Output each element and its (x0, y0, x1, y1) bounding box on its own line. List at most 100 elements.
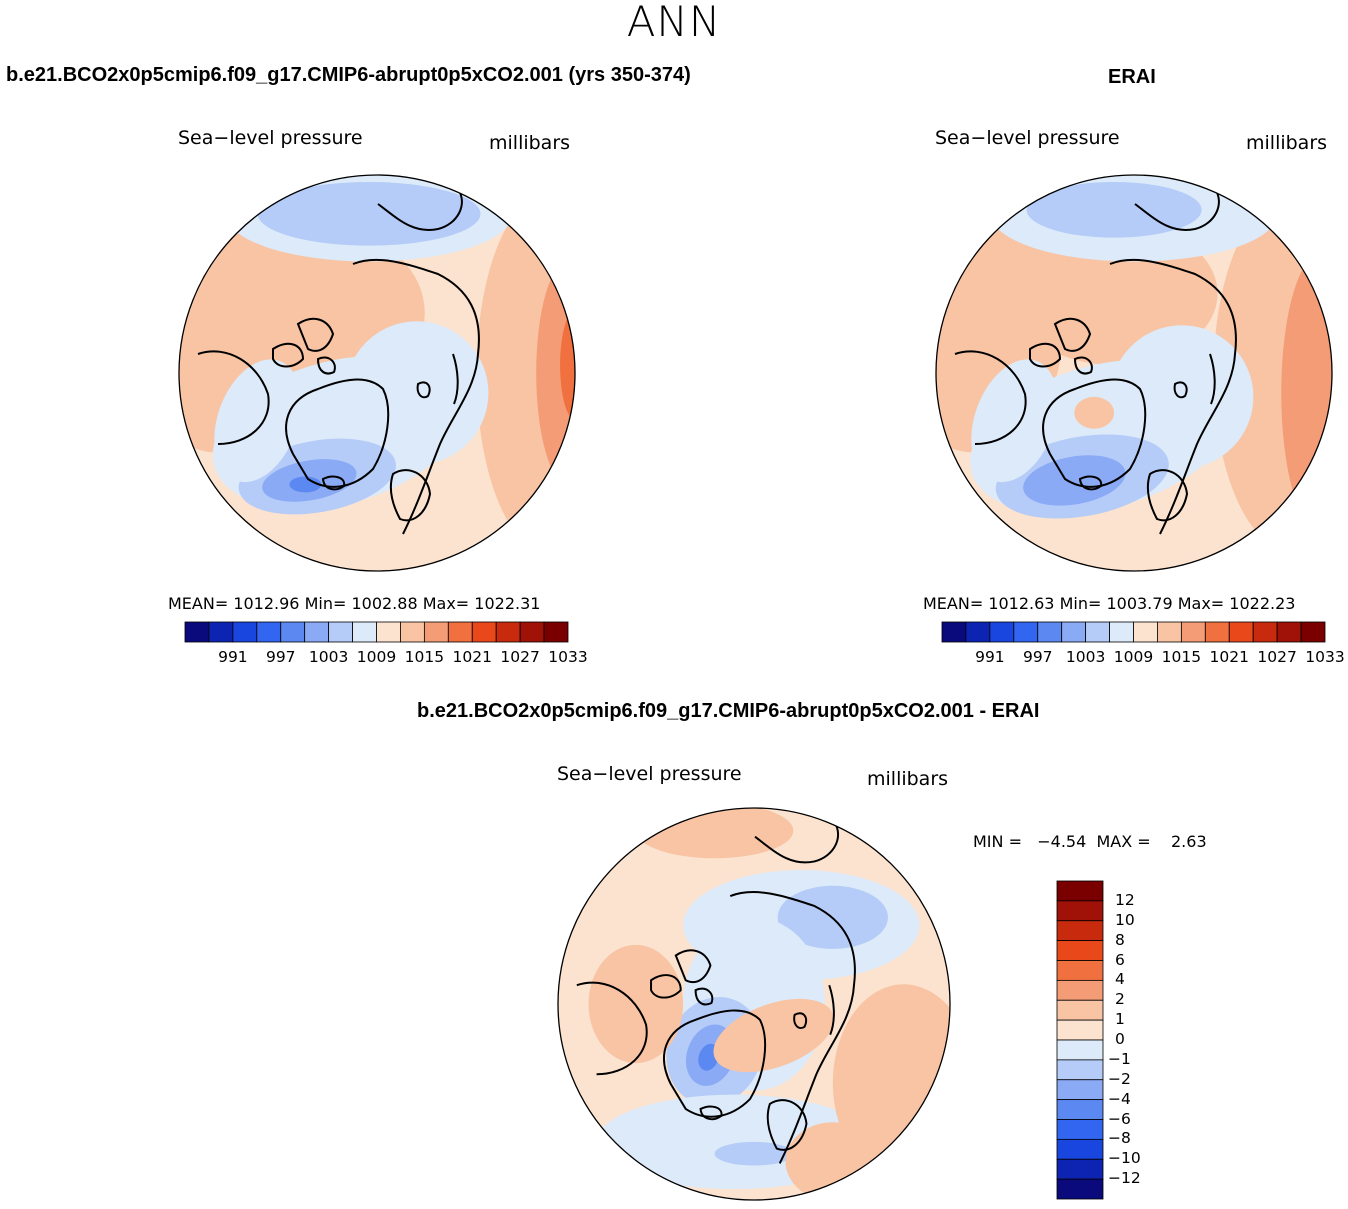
coastline (296, 317, 335, 352)
colorbar-tick-label: 997 (1022, 648, 1053, 666)
colorbar-box (376, 621, 401, 643)
pressure-contour-fill (1023, 455, 1126, 506)
colorbar-tick-label: −8 (1108, 1129, 1131, 1148)
colorbar-box (1276, 621, 1302, 643)
pressure-contour-fill (289, 476, 322, 493)
colorbar-ticks-model: 991 997 1003 1009 1015 1021 1027 1033 (185, 648, 588, 668)
colorbar-box (1037, 621, 1063, 643)
colorbar-tick-label: 1021 (1209, 648, 1249, 666)
colorbar-obs (941, 621, 1326, 643)
colorbar-box (1056, 920, 1104, 942)
colorbar-tick-label: 6 (1115, 950, 1125, 969)
colorbar-tick-label: 0 (1115, 1030, 1125, 1048)
coastline (1042, 378, 1147, 488)
colorbar-box (1056, 900, 1104, 922)
colorbar-tick-label: 1 (1115, 1010, 1125, 1029)
coastline (1134, 188, 1220, 231)
colorbar-box (208, 621, 234, 643)
colorbar-box (280, 621, 306, 643)
coastline (954, 350, 1027, 445)
coastline (699, 1105, 723, 1121)
coastline (674, 949, 712, 984)
colorbar-box (423, 621, 449, 643)
pressure-contour-fill (1281, 253, 1332, 533)
coastline (576, 981, 648, 1076)
colorbar-box (1133, 621, 1158, 643)
diff-min-max: MIN = −4.54 MAX = 2.63 (973, 832, 1207, 851)
map-boundary (178, 174, 576, 572)
colorbar-box (1056, 979, 1104, 1001)
colorbar-tick-label: 1027 (500, 648, 540, 666)
colorbar-tick-label: 1003 (308, 648, 349, 666)
pressure-contour-fill (713, 998, 834, 1073)
colorbar-tick-label: 10 (1115, 910, 1135, 929)
coastline (416, 381, 431, 399)
coastline (1109, 258, 1237, 535)
colorbar-tick-label: 1003 (1065, 648, 1106, 666)
colorbar-box (1056, 1019, 1104, 1041)
coastline (197, 350, 270, 445)
colorbar-tick-label: 1021 (452, 648, 492, 666)
pressure-contour-fill (714, 1141, 794, 1166)
variable-label-obs: Sea−level pressure (935, 127, 1120, 149)
colorbar-box (256, 621, 282, 643)
variable-label-model: Sea−level pressure (178, 127, 363, 149)
colorbar-tick-label: 1015 (404, 648, 445, 666)
colorbar-box (1013, 621, 1039, 643)
map-field (179, 175, 575, 571)
colorbar-ticks-obs: 991 997 1003 1009 1015 1021 1027 1033 (942, 648, 1345, 668)
diff-title: b.e21.BCO2x0p5cmip6.f09_g17.CMIP6-abrupt… (417, 700, 1040, 722)
season-title: ANN (626, 0, 722, 46)
colorbar-ticks-diff: 12 10 8 6 4 2 1 0 −1 −2 −4 −6 −8 −10 −12 (1108, 881, 1168, 1199)
coastline (754, 821, 840, 864)
colorbar-box (1180, 621, 1206, 643)
colorbar-box (1056, 1059, 1104, 1081)
coastline (793, 1012, 808, 1029)
colorbar-box (447, 621, 473, 643)
colorbar-box (400, 621, 425, 643)
colorbar-model (184, 621, 569, 643)
colorbar-box (1056, 1178, 1104, 1200)
colorbar-box (1056, 1039, 1104, 1061)
coastline (1078, 475, 1103, 491)
pressure-contour-fill (257, 181, 481, 246)
pressure-contour-fill (785, 1122, 881, 1200)
coastline (321, 475, 346, 491)
coastline (285, 378, 390, 488)
colorbar-tick-label: −1 (1108, 1049, 1131, 1068)
colorbar-box (471, 621, 497, 643)
polar-map-obs (935, 174, 1333, 572)
colorbar-box (965, 621, 991, 643)
colorbar-box (519, 621, 545, 643)
colorbar-tick-label: −12 (1108, 1169, 1141, 1188)
coastline (766, 1099, 808, 1151)
coastline (694, 987, 714, 1006)
colorbar-box (352, 621, 377, 643)
colorbar-tick-label: 8 (1115, 930, 1125, 949)
colorbar-box (1061, 621, 1087, 643)
colorbar-box (1056, 1138, 1104, 1160)
colorbar-box (941, 621, 967, 643)
coastline (663, 1009, 766, 1118)
colorbar-box (1228, 621, 1254, 643)
colorbar-tick-label: 1027 (1257, 648, 1297, 666)
colorbar-box (184, 621, 210, 643)
pressure-contour-fill (214, 359, 301, 483)
coastline (389, 469, 432, 522)
colorbar-tick-label: 991 (218, 648, 248, 666)
colorbar-tick-label: 1009 (1113, 648, 1154, 666)
coastline (377, 188, 463, 231)
map-boundary (935, 174, 1333, 572)
colorbar-tick-label: 2 (1115, 990, 1125, 1009)
coastline (1209, 353, 1216, 405)
colorbar-box (543, 621, 569, 643)
colorbar-tick-label: 1015 (1161, 648, 1202, 666)
stats-obs: MEAN= 1012.63 Min= 1003.79 Max= 1022.23 (923, 594, 1296, 613)
colorbar-box (232, 621, 258, 643)
coastline (1073, 356, 1093, 375)
coastline (1173, 381, 1188, 399)
coastline (828, 984, 835, 1036)
pressure-contour-fill (1074, 396, 1115, 429)
colorbar-tick-label: −4 (1108, 1089, 1131, 1108)
coastline (1146, 469, 1189, 522)
